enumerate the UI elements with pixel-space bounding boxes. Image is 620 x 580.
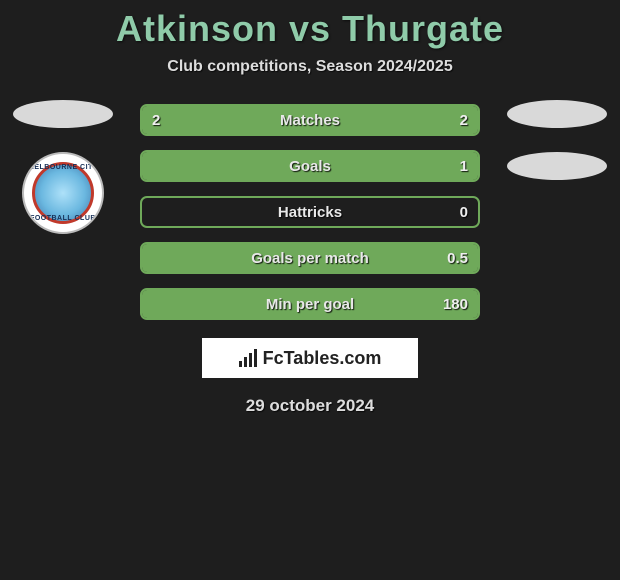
bar-label: Goals — [142, 152, 478, 180]
bar-label: Matches — [142, 106, 478, 134]
subtitle: Club competitions, Season 2024/2025 — [0, 58, 620, 76]
stat-bar: 1Goals — [140, 150, 480, 182]
player-right-placeholder-2 — [507, 152, 607, 180]
page-title: Atkinson vs Thurgate — [0, 0, 620, 50]
stat-bar: 0.5Goals per match — [140, 242, 480, 274]
fctables-icon — [239, 349, 257, 367]
bar-label: Hattricks — [142, 198, 478, 226]
player-right-placeholder-1 — [507, 100, 607, 128]
attribution-text: FcTables.com — [263, 348, 382, 369]
left-column: MELBOURNE CITY FOOTBALL CLUB — [8, 100, 118, 234]
date-text: 29 october 2024 — [0, 396, 620, 416]
club-badge-left: MELBOURNE CITY FOOTBALL CLUB — [22, 152, 104, 234]
stat-bar: 180Min per goal — [140, 288, 480, 320]
badge-text-top: MELBOURNE CITY — [24, 164, 102, 171]
attribution-box: FcTables.com — [202, 338, 418, 378]
badge-text-bottom: FOOTBALL CLUB — [24, 215, 102, 222]
bar-label: Min per goal — [142, 290, 478, 318]
right-column — [502, 100, 612, 204]
stat-bars: 22Matches 1Goals 0Hattricks 0.5Goals per ma… — [140, 104, 480, 320]
stat-bar: 22Matches — [140, 104, 480, 136]
player-left-placeholder — [13, 100, 113, 128]
comparison-area: MELBOURNE CITY FOOTBALL CLUB 22Matches 1G… — [0, 104, 620, 320]
bar-label: Goals per match — [142, 244, 478, 272]
stat-bar: 0Hattricks — [140, 196, 480, 228]
